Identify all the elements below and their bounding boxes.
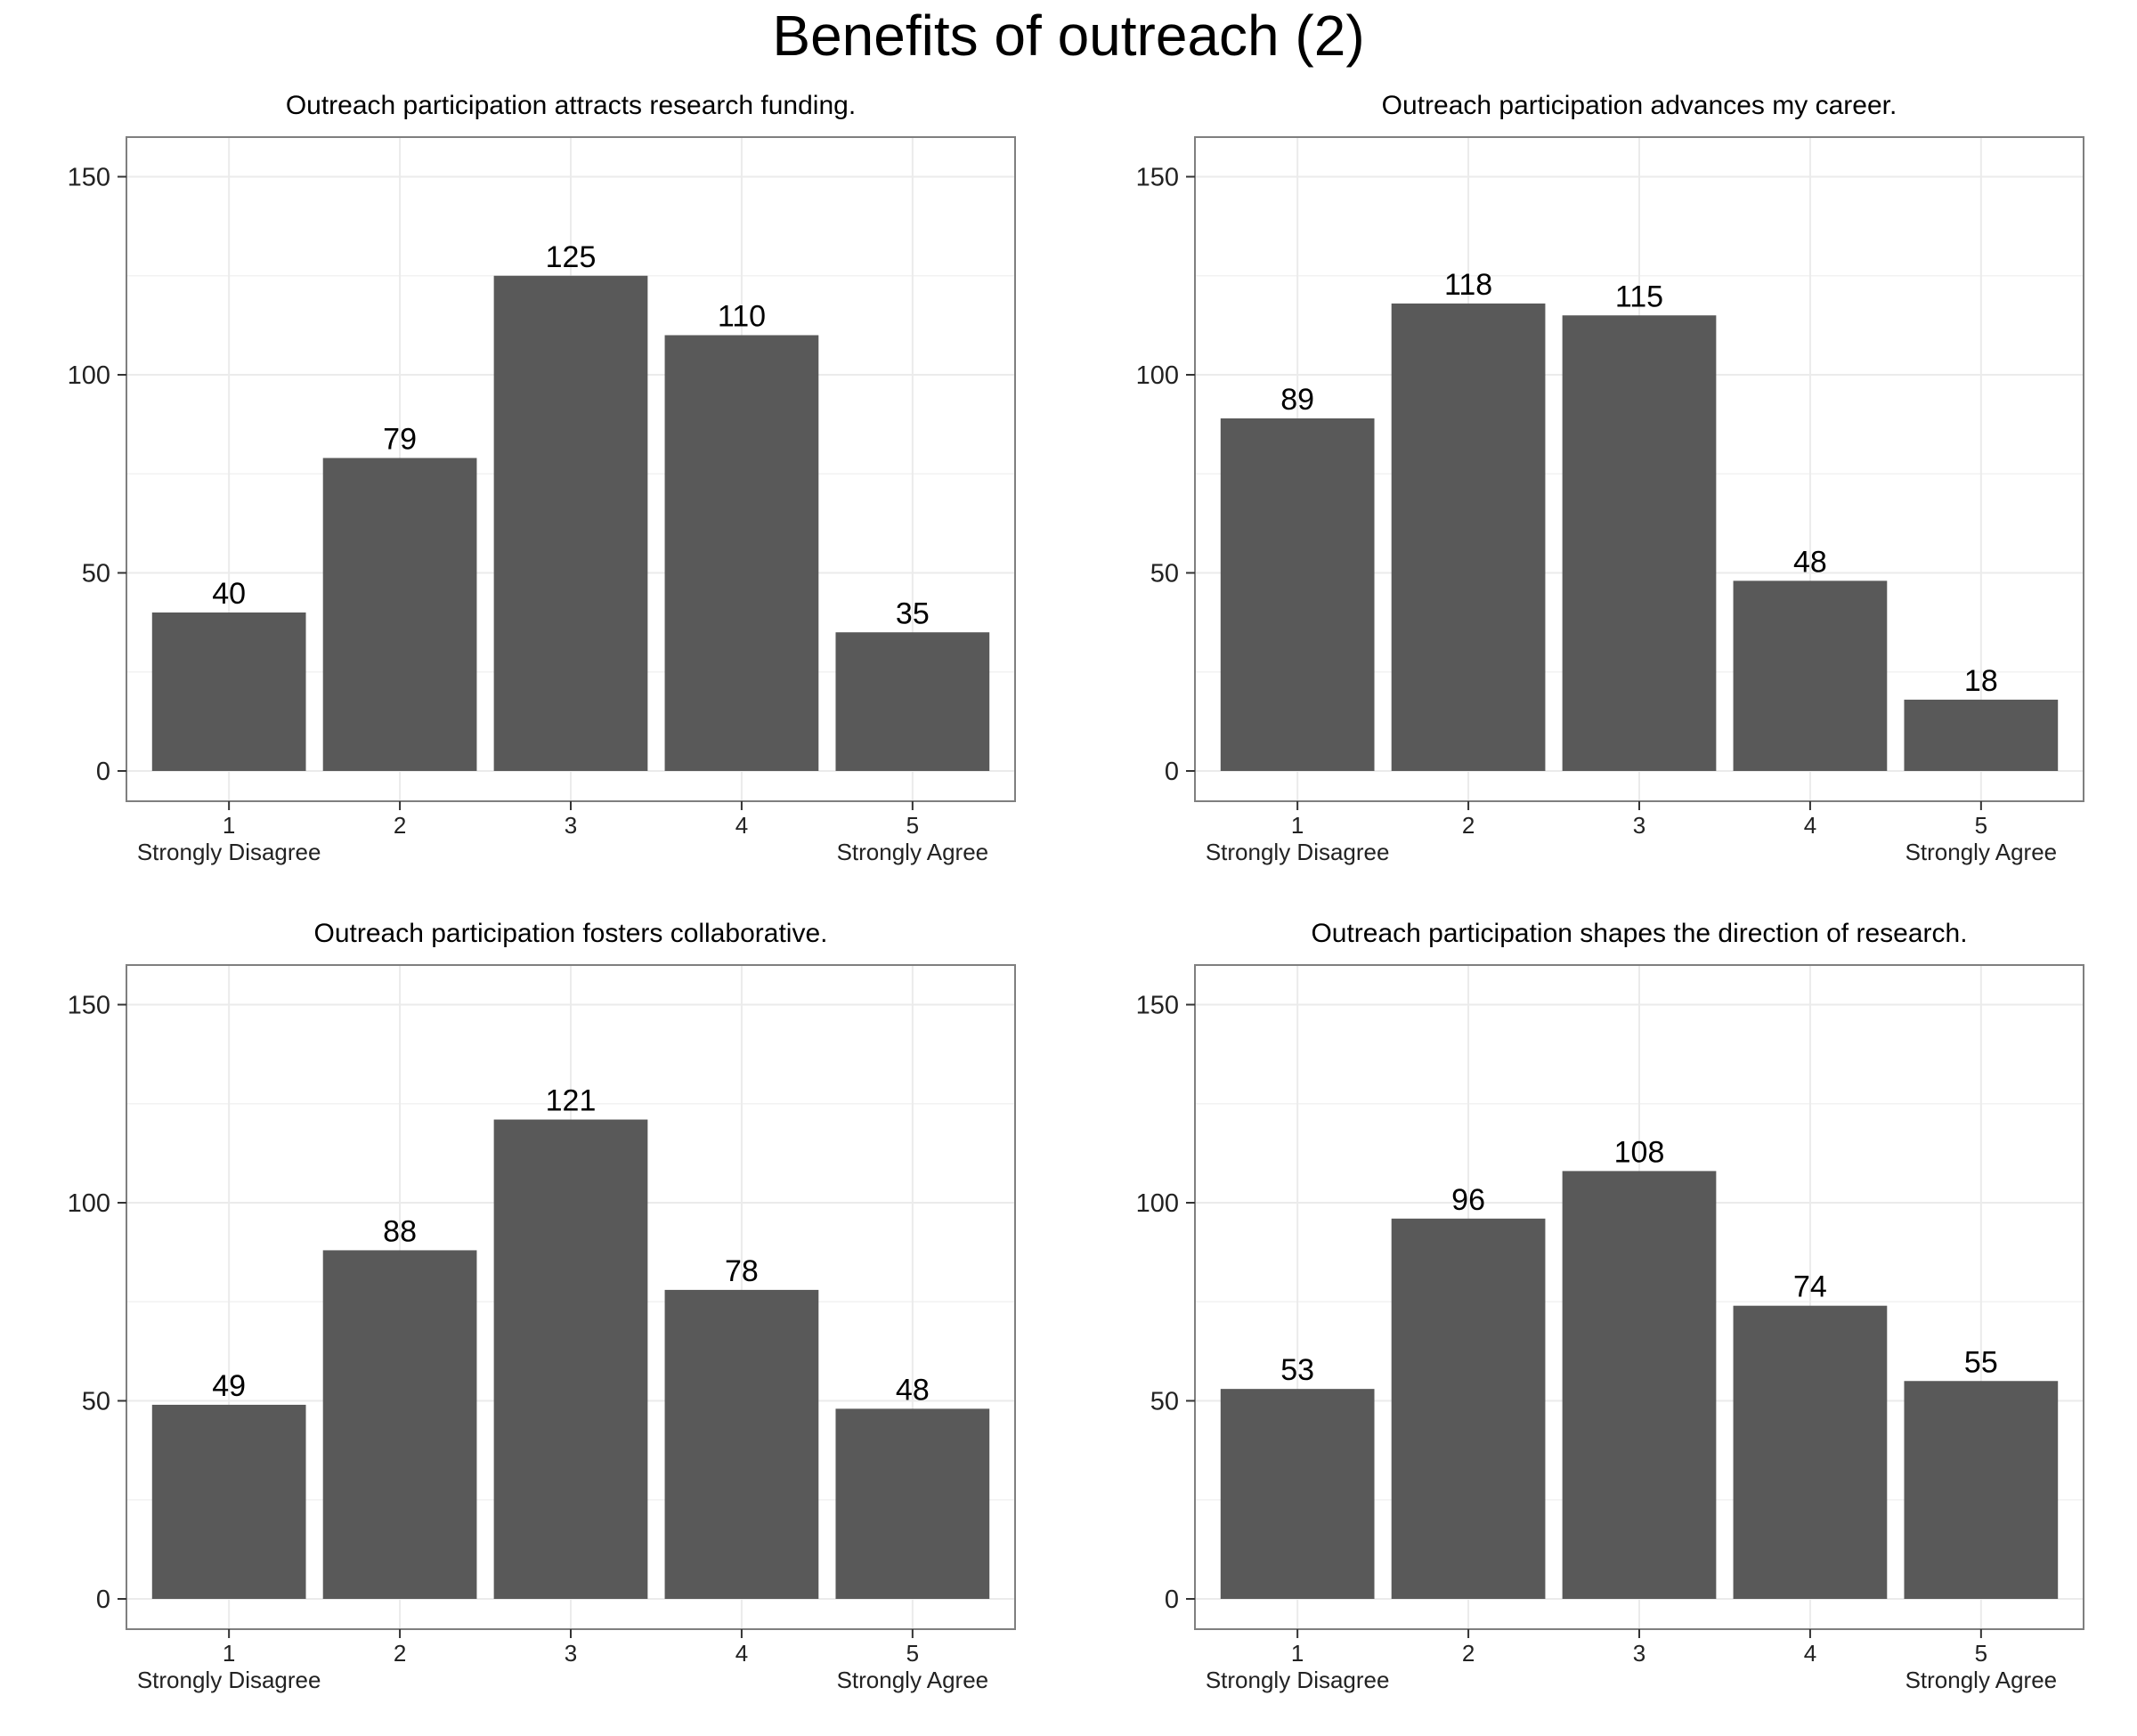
bar-value-label: 48	[896, 1373, 930, 1407]
x-end-label-right: Strongly Agree	[837, 1667, 989, 1693]
x-tick-label: 2	[394, 812, 406, 839]
bar	[1391, 1218, 1546, 1599]
y-tick-label: 150	[1136, 164, 1179, 192]
bar	[493, 275, 648, 771]
chart-panel-direction: Outreach participation shapes the direct…	[1068, 908, 2137, 1736]
bar	[1562, 315, 1717, 771]
bar	[664, 335, 819, 771]
x-tick-label: 5	[1975, 812, 1987, 839]
x-end-label-left: Strongly Disagree	[1206, 1667, 1390, 1693]
chart-panel-career: Outreach participation advances my caree…	[1068, 80, 2137, 908]
bar	[1904, 1381, 2059, 1599]
y-tick-label: 150	[68, 164, 110, 192]
y-tick-label: 50	[82, 560, 110, 588]
bar	[1391, 303, 1546, 771]
bar-value-label: 35	[896, 596, 930, 630]
x-tick-label: 1	[223, 812, 235, 839]
bar-chart-svg: Outreach participation fosters collabora…	[68, 919, 1016, 1693]
bar-value-label: 125	[546, 240, 597, 274]
bar-value-label: 48	[1793, 545, 1827, 579]
x-tick-label: 1	[223, 1640, 235, 1667]
bar-value-label: 40	[212, 577, 246, 611]
bar	[1220, 418, 1375, 771]
bar-value-label: 115	[1615, 280, 1663, 313]
x-end-label-left: Strongly Disagree	[1206, 839, 1390, 865]
y-tick-label: 100	[68, 1189, 110, 1218]
bar-value-label: 88	[383, 1214, 417, 1248]
y-tick-label: 100	[1136, 361, 1179, 390]
bar-value-label: 121	[546, 1084, 597, 1118]
panel-title: Outreach participation attracts research…	[286, 91, 856, 120]
bar	[151, 612, 306, 771]
bar	[1562, 1171, 1717, 1599]
y-tick-label: 0	[96, 1586, 110, 1614]
bar-chart-svg: Outreach participation shapes the direct…	[1136, 919, 2084, 1693]
x-end-label-right: Strongly Agree	[837, 839, 989, 865]
y-tick-label: 50	[1150, 560, 1179, 588]
x-tick-label: 2	[394, 1640, 406, 1667]
y-tick-label: 100	[1136, 1189, 1179, 1218]
bar-value-label: 118	[1444, 268, 1492, 302]
bar-value-label: 96	[1451, 1183, 1485, 1217]
y-tick-label: 0	[96, 758, 110, 786]
bar	[1733, 580, 1888, 771]
x-tick-label: 2	[1462, 1640, 1475, 1667]
bar-value-label: 74	[1793, 1270, 1827, 1304]
x-end-label-right: Strongly Agree	[1905, 1667, 2058, 1693]
bar-value-label: 49	[212, 1369, 246, 1403]
y-tick-label: 150	[68, 992, 110, 1020]
y-tick-label: 50	[1150, 1388, 1179, 1416]
bar	[835, 632, 990, 771]
figure-title: Benefits of outreach (2)	[772, 4, 1365, 68]
panel-title: Outreach participation advances my caree…	[1382, 91, 1897, 120]
bar-value-label: 18	[1964, 664, 1998, 698]
bar-value-label: 89	[1280, 383, 1314, 417]
bar-value-label: 110	[718, 300, 766, 334]
x-tick-label: 3	[1633, 812, 1645, 839]
x-tick-label: 4	[735, 1640, 748, 1667]
bar-value-label: 79	[383, 422, 417, 456]
bar	[322, 458, 477, 771]
x-tick-label: 5	[1975, 1640, 1987, 1667]
x-end-label-left: Strongly Disagree	[137, 1667, 321, 1693]
x-tick-label: 1	[1291, 1640, 1304, 1667]
x-tick-label: 4	[1804, 1640, 1816, 1667]
y-tick-label: 0	[1165, 1586, 1179, 1614]
y-tick-label: 150	[1136, 992, 1179, 1020]
bar	[1733, 1305, 1888, 1599]
chart-panel-collaborative: Outreach participation fosters collabora…	[0, 908, 1068, 1736]
bar-value-label: 108	[1614, 1135, 1665, 1169]
bar	[1220, 1389, 1375, 1599]
bar	[1904, 699, 2059, 771]
x-tick-label: 4	[1804, 812, 1816, 839]
bar	[151, 1404, 306, 1599]
y-tick-label: 50	[82, 1388, 110, 1416]
bar	[493, 1119, 648, 1599]
y-tick-label: 100	[68, 361, 110, 390]
x-tick-label: 4	[735, 812, 748, 839]
panel-title: Outreach participation shapes the direct…	[1311, 919, 1967, 948]
x-tick-label: 3	[1633, 1640, 1645, 1667]
bar	[322, 1250, 477, 1599]
x-end-label-left: Strongly Disagree	[137, 839, 321, 865]
bar-chart-svg: Outreach participation advances my caree…	[1136, 91, 2084, 865]
bar-value-label: 53	[1280, 1353, 1314, 1387]
bar-value-label: 55	[1964, 1345, 1998, 1379]
x-tick-label: 2	[1462, 812, 1475, 839]
x-tick-label: 5	[906, 812, 919, 839]
x-tick-label: 1	[1291, 812, 1304, 839]
bar-value-label: 78	[725, 1254, 759, 1288]
panel-title: Outreach participation fosters collabora…	[314, 919, 828, 948]
x-tick-label: 3	[565, 812, 577, 839]
x-tick-label: 3	[565, 1640, 577, 1667]
y-tick-label: 0	[1165, 758, 1179, 786]
bar-chart-svg: Outreach participation attracts research…	[68, 91, 1016, 865]
bar	[664, 1289, 819, 1599]
bar	[835, 1408, 990, 1599]
x-tick-label: 5	[906, 1640, 919, 1667]
x-end-label-right: Strongly Agree	[1905, 839, 2058, 865]
chart-panel-funding: Outreach participation attracts research…	[0, 80, 1068, 908]
